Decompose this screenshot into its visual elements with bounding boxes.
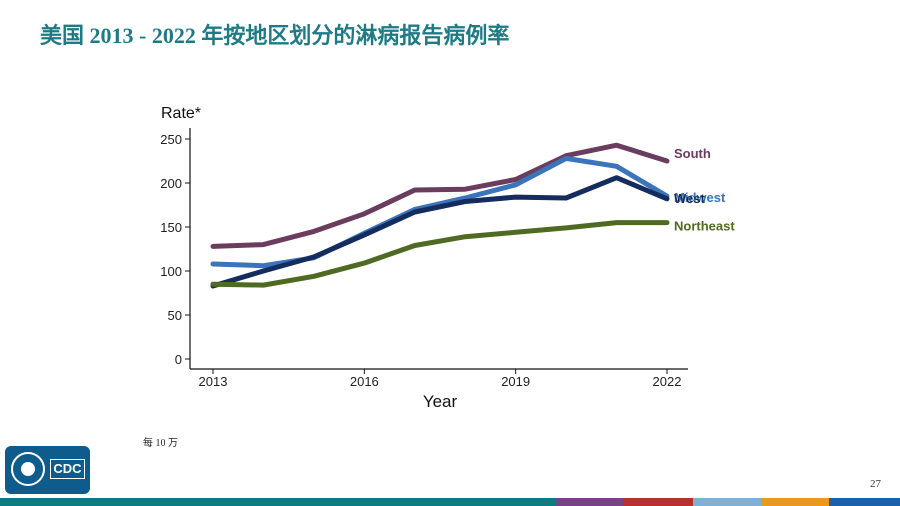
bottom-bar-segment — [829, 498, 900, 506]
bottom-color-bar — [0, 498, 900, 506]
series-label-south: South — [674, 146, 711, 161]
cdc-logo-text: CDC — [50, 459, 85, 479]
series-line-northeast — [210, 220, 670, 288]
series-line-south — [210, 142, 670, 249]
x-tick-label: 2022 — [653, 374, 682, 389]
series-label-west: West — [674, 191, 705, 206]
page-number: 27 — [870, 478, 881, 490]
series-label-northeast: Northeast — [674, 219, 735, 234]
x-tick-label: 2013 — [199, 374, 228, 389]
bottom-bar-segment — [555, 498, 623, 506]
line-chart: Rate* Year 0 50 100 150 200 250 2013 2016 2019 20… — [160, 105, 735, 411]
y-tick-label: 50 — [168, 308, 182, 323]
x-axis-label: Year — [423, 392, 458, 411]
bottom-bar-segment — [761, 498, 829, 506]
hhs-seal-icon — [11, 452, 45, 486]
y-tick-label: 250 — [160, 132, 182, 147]
slide-title: 美国 2013 - 2022 年按地区划分的淋病报告病例率 — [40, 23, 510, 48]
bottom-bar-segment — [623, 498, 693, 506]
bottom-bar-segment — [0, 498, 555, 506]
series-line-midwest — [210, 155, 670, 269]
y-axis-label: Rate* — [161, 105, 201, 122]
y-tick-label: 0 — [175, 352, 182, 367]
footnote: 每 10 万 — [143, 438, 178, 449]
x-tick-label: 2019 — [501, 374, 530, 389]
x-tick-label: 2016 — [350, 374, 379, 389]
cdc-logo: CDC — [5, 446, 90, 494]
y-tick-label: 100 — [160, 264, 182, 279]
series-line-west — [210, 175, 670, 289]
y-tick-label: 200 — [160, 176, 182, 191]
series-label-midwest: Midwest — [674, 190, 726, 205]
bottom-bar-segment — [693, 498, 761, 506]
y-tick-label: 150 — [160, 220, 182, 235]
